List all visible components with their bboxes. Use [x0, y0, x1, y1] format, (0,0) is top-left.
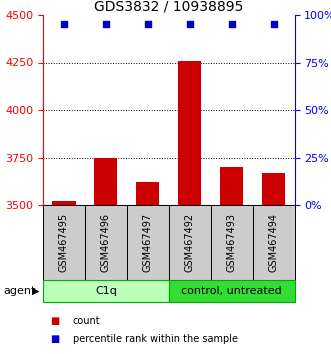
- Text: ■: ■: [50, 334, 59, 344]
- Point: [187, 21, 192, 27]
- Bar: [136, 182, 160, 205]
- Point: [61, 21, 67, 27]
- Text: count: count: [73, 316, 100, 326]
- Text: ▶: ▶: [32, 286, 40, 296]
- Text: control, untreated: control, untreated: [181, 286, 282, 296]
- Bar: [211, 205, 253, 280]
- Point: [103, 21, 109, 27]
- Bar: [85, 205, 127, 280]
- Text: GSM467493: GSM467493: [227, 213, 237, 272]
- Text: agent: agent: [3, 286, 36, 296]
- Text: GSM467497: GSM467497: [143, 213, 153, 272]
- Point: [271, 21, 276, 27]
- Bar: [169, 205, 211, 280]
- Text: ■: ■: [50, 316, 59, 326]
- Bar: [94, 158, 118, 205]
- Bar: [52, 201, 75, 205]
- Text: C1q: C1q: [95, 286, 117, 296]
- Bar: [127, 205, 169, 280]
- Bar: [43, 280, 169, 302]
- Bar: [169, 280, 295, 302]
- Bar: [178, 61, 201, 205]
- Bar: [43, 205, 85, 280]
- Text: percentile rank within the sample: percentile rank within the sample: [73, 334, 238, 344]
- Text: GSM467494: GSM467494: [269, 213, 279, 272]
- Title: GDS3832 / 10938895: GDS3832 / 10938895: [94, 0, 244, 14]
- Point: [145, 21, 151, 27]
- Text: GSM467492: GSM467492: [185, 213, 195, 272]
- Bar: [220, 167, 243, 205]
- Text: GSM467496: GSM467496: [101, 213, 111, 272]
- Point: [229, 21, 234, 27]
- Bar: [262, 173, 285, 205]
- Text: GSM467495: GSM467495: [59, 213, 69, 272]
- Bar: [253, 205, 295, 280]
